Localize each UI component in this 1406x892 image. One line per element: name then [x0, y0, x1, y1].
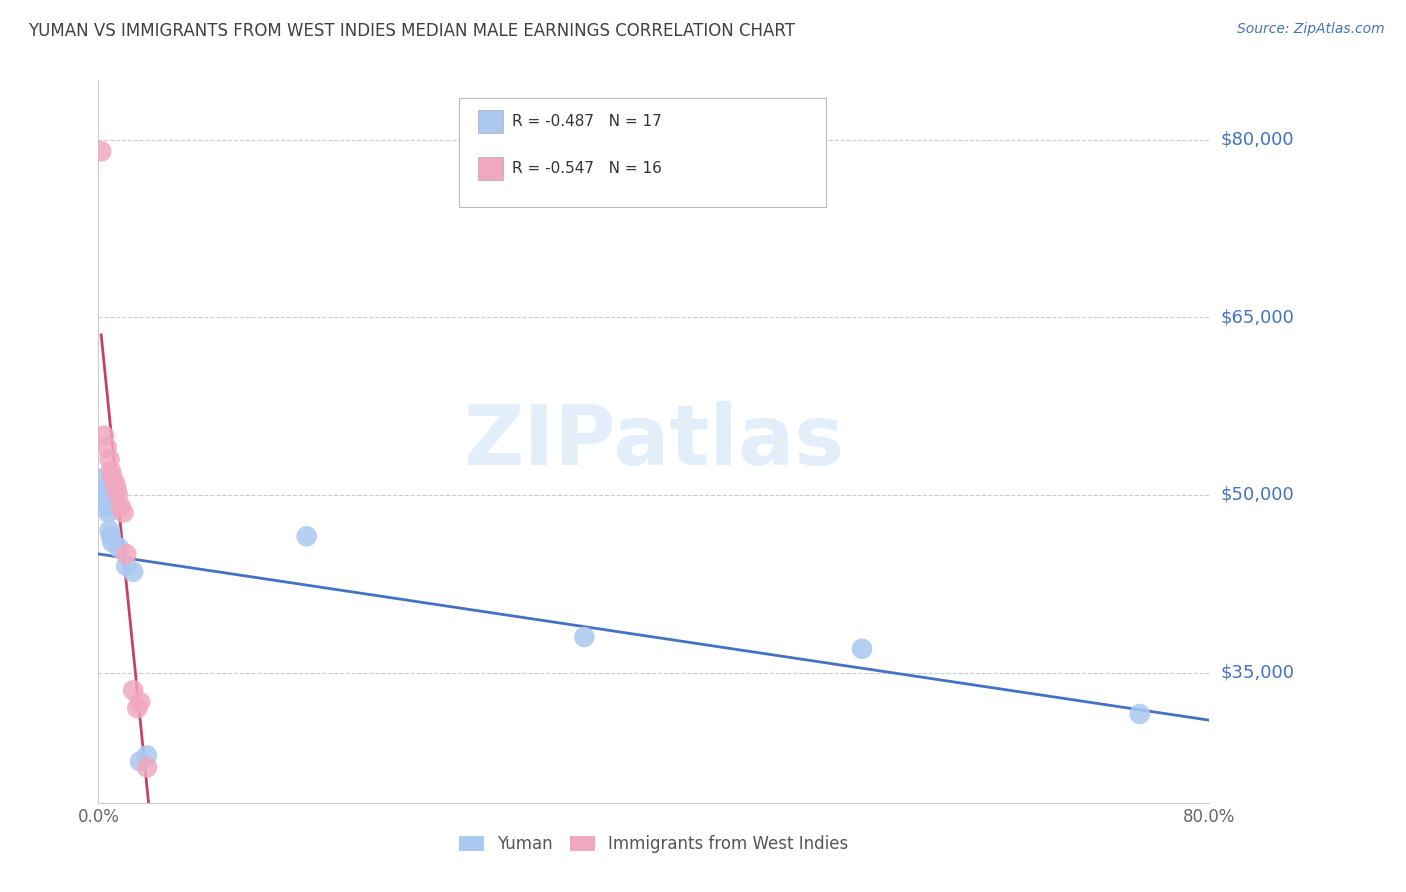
Point — [851, 641, 873, 656]
Point — [122, 565, 145, 579]
Point — [93, 488, 115, 502]
Point — [94, 470, 117, 484]
Point — [100, 464, 122, 478]
Point — [90, 145, 112, 159]
Point — [112, 506, 135, 520]
Point — [97, 506, 120, 520]
Point — [101, 535, 124, 549]
Point — [96, 441, 118, 455]
Point — [107, 488, 129, 502]
Point — [98, 524, 121, 538]
Point — [129, 755, 152, 769]
Text: R = -0.487   N = 17: R = -0.487 N = 17 — [512, 114, 661, 129]
Point — [98, 452, 121, 467]
Text: $50,000: $50,000 — [1220, 486, 1294, 504]
Point — [122, 683, 145, 698]
Text: $80,000: $80,000 — [1220, 130, 1294, 148]
Point — [127, 701, 149, 715]
FancyBboxPatch shape — [478, 110, 503, 133]
Point — [136, 760, 159, 774]
Point — [93, 428, 115, 442]
Point — [104, 475, 127, 490]
Point — [129, 695, 152, 709]
Point — [108, 541, 131, 556]
Point — [115, 547, 138, 561]
Point — [105, 482, 128, 496]
Text: $65,000: $65,000 — [1220, 308, 1294, 326]
FancyBboxPatch shape — [460, 98, 825, 207]
Text: YUMAN VS IMMIGRANTS FROM WEST INDIES MEDIAN MALE EARNINGS CORRELATION CHART: YUMAN VS IMMIGRANTS FROM WEST INDIES MED… — [28, 22, 796, 40]
Point — [96, 500, 118, 514]
Point — [110, 500, 132, 514]
Legend: Yuman, Immigrants from West Indies: Yuman, Immigrants from West Indies — [453, 828, 855, 860]
Text: Source: ZipAtlas.com: Source: ZipAtlas.com — [1237, 22, 1385, 37]
Text: $35,000: $35,000 — [1220, 664, 1295, 681]
Point — [100, 529, 122, 543]
Point — [115, 558, 138, 573]
Point — [91, 482, 114, 496]
FancyBboxPatch shape — [478, 157, 503, 180]
Point — [1129, 706, 1152, 721]
Text: R = -0.547   N = 16: R = -0.547 N = 16 — [512, 161, 661, 176]
Point — [295, 529, 318, 543]
Text: ZIPatlas: ZIPatlas — [464, 401, 844, 482]
Point — [101, 470, 124, 484]
Point — [136, 748, 159, 763]
Point — [574, 630, 596, 644]
